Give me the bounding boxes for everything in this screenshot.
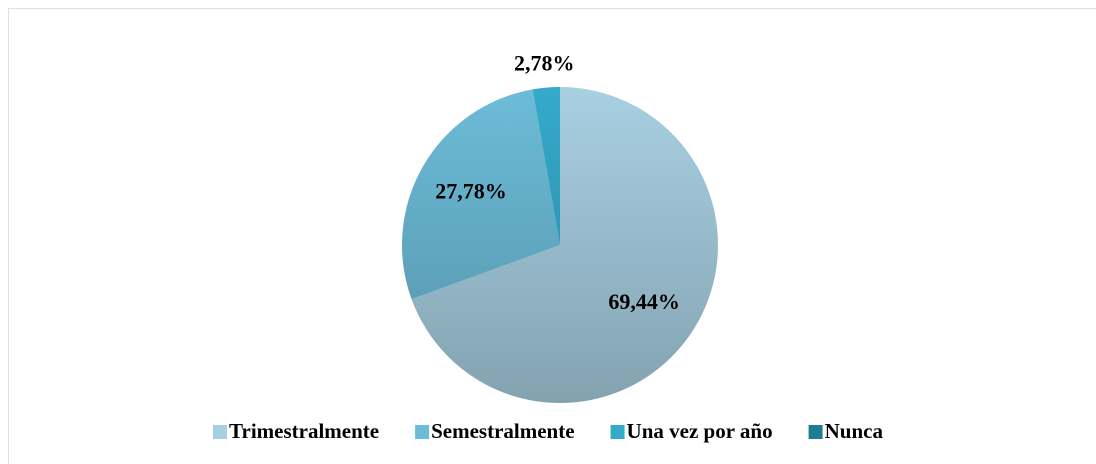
legend-swatch <box>610 425 625 439</box>
data-label: 2,78% <box>514 51 575 76</box>
chart-frame <box>8 8 1096 464</box>
legend-label: Nunca <box>825 419 884 443</box>
legend-label: Trimestralmente <box>229 419 379 443</box>
data-label: 27,78% <box>435 179 507 204</box>
data-label: 69,44% <box>608 289 680 314</box>
legend-swatch <box>808 425 823 439</box>
legend-swatch <box>415 425 430 439</box>
legend: Trimestralmente Semestralmente Una vez por… <box>213 419 883 443</box>
legend-label: Una vez por año <box>627 419 773 443</box>
pie: 69,44% 27,78% 2,78% <box>402 51 718 403</box>
legend-swatch <box>213 425 228 439</box>
legend-label: Semestralmente <box>431 419 574 443</box>
